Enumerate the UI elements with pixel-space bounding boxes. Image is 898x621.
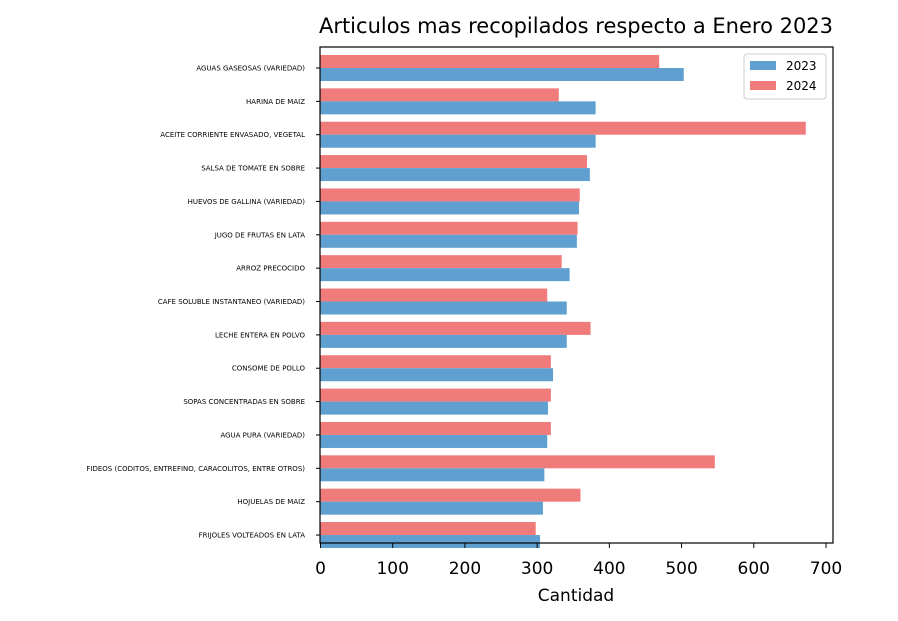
bar-2024-2 [320,121,806,135]
category-label: CONSOME DE POLLO [232,365,306,373]
bar-2023-0 [320,68,684,81]
x-tick-label: 200 [449,559,481,579]
bar-2024-6 [320,255,562,269]
category-label: AGUAS GASEOSAS (VARIEDAD) [196,65,305,73]
bar-2024-1 [320,88,559,102]
legend-swatch-2023 [750,61,776,70]
x-tick-label: 700 [810,559,842,579]
category-label: JUGO DE FRUTAS EN LATA [214,231,306,239]
bar-2023-5 [320,234,577,248]
bar-2023-1 [320,101,596,115]
bar-2024-9 [320,355,551,369]
bar-2024-14 [320,522,536,536]
bar-2023-3 [320,168,590,182]
legend-swatch-2024 [750,81,776,90]
category-label: FIDEOS (CODITOS, ENTREFINO, CARACOLITOS,… [86,465,305,473]
x-axis-ticks: 0 100 200 300 400 500 600 700 [315,543,842,579]
category-label: CAFE SOLUBLE INSTANTANEO (VARIEDAD) [158,298,305,306]
bar-2023-6 [320,268,570,282]
category-label: AGUA PURA (VARIEDAD) [220,431,305,439]
bar-2024-12 [320,455,715,469]
bar-2023-12 [320,468,545,482]
x-tick-label: 300 [521,559,553,579]
category-label: HARINA DE MAIZ [246,98,305,106]
x-axis-label: Cantidad [538,586,614,606]
category-label: HOJUELAS DE MAIZ [237,498,305,506]
bar-2023-10 [320,401,548,415]
bar-2023-9 [320,368,554,382]
bar-2023-14 [320,535,541,549]
bar-2023-11 [320,434,548,448]
x-tick-label: 0 [315,559,326,579]
bar-2023-4 [320,201,580,215]
category-label: ARROZ PRECOCIDO [236,265,305,273]
bar-2023-8 [320,334,567,348]
category-label: SALSA DE TOMATE EN SOBRE [201,165,305,173]
chart-title: Articulos mas recopilados respecto a Ene… [319,14,833,38]
bar-2023-2 [320,134,596,148]
bar-2024-8 [320,321,591,335]
bar-2024-10 [320,388,551,402]
bars-group [320,55,806,549]
plot-frame [319,46,834,544]
bar-2024-13 [320,488,581,502]
bar-2024-4 [320,188,580,202]
x-tick-label: 400 [593,559,625,579]
category-label: LECHE ENTERA EN POLVO [215,331,305,339]
x-tick-label: 600 [738,559,770,579]
legend-label-2024: 2024 [786,79,817,93]
category-label: FRIJOLES VOLTEADOS EN LATA [199,532,306,540]
category-label: SOPAS CONCENTRADAS EN SOBRE [183,398,305,406]
legend: 2023 2024 [743,53,827,100]
category-label: HUEVOS DE GALLINA (VARIEDAD) [188,198,306,206]
category-label: ACEITE CORRIENTE ENVASADO, VEGETAL [160,131,305,139]
x-tick-label: 100 [376,559,408,579]
bar-2024-0 [320,55,660,68]
x-tick-label: 500 [665,559,697,579]
bar-2024-3 [320,155,587,169]
bar-2024-7 [320,288,548,302]
bar-2024-11 [320,421,551,435]
bar-2024-5 [320,221,578,235]
bar-2023-7 [320,301,567,315]
bar-2023-13 [320,501,543,515]
category-labels: AGUAS GASEOSAS (VARIEDAD) HARINA DE MAIZ A… [86,65,320,540]
legend-label-2023: 2023 [786,59,817,73]
